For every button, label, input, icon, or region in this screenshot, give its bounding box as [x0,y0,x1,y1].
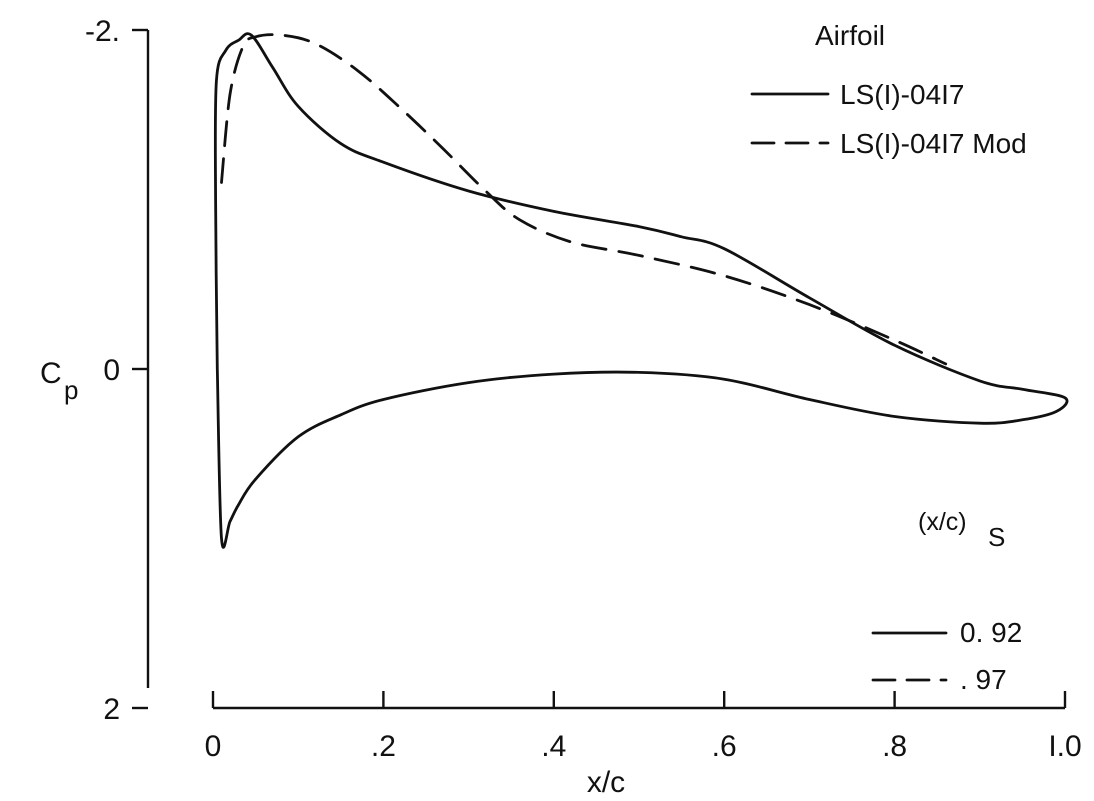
series-layer [213,32,1069,549]
x-tick-label-0: 0 [205,730,222,763]
x-tick-label-5: I.0 [1048,730,1081,763]
x-tick-label-1: .2 [371,730,396,763]
legend-separation-title: (x/c) [918,508,967,536]
y-tick-label-1: 0 [103,354,120,387]
series-line-mod [220,33,948,366]
legend-airfoil-title: Airfoil [815,20,885,51]
legend-separation: (x/c) S 0. 92 . 97 [871,508,1022,695]
y-axis-title-main: C [40,357,62,390]
series-line-base [213,32,1069,549]
legend-airfoil-entry-1: LS(I)-04I7 [840,79,965,110]
y-axis-title-subscript: p [64,375,78,405]
legend-airfoil-entry-2: LS(I)-04I7 Mod [840,128,1027,159]
x-tick-label-3: .6 [712,730,737,763]
x-tick-label-2: .4 [541,730,566,763]
y-tick-label-2: 2 [103,693,120,726]
legend-separation-entry-1: 0. 92 [960,617,1022,648]
y-tick-label-0: -2. [85,15,120,48]
x-tick-label-4: .8 [882,730,907,763]
x-ticks: 0 .2 .4 .6 .8 I.0 [205,691,1082,763]
legend-airfoil: Airfoil LS(I)-04I7 LS(I)-04I7 Mod [750,20,1027,159]
y-ticks: -2. 0 2 [85,15,148,726]
x-axis-title: x/c [587,766,625,799]
legend-separation-title-subscript: S [988,522,1005,552]
y-axis-title: C p [40,357,78,405]
legend-separation-entry-2: . 97 [960,664,1007,695]
